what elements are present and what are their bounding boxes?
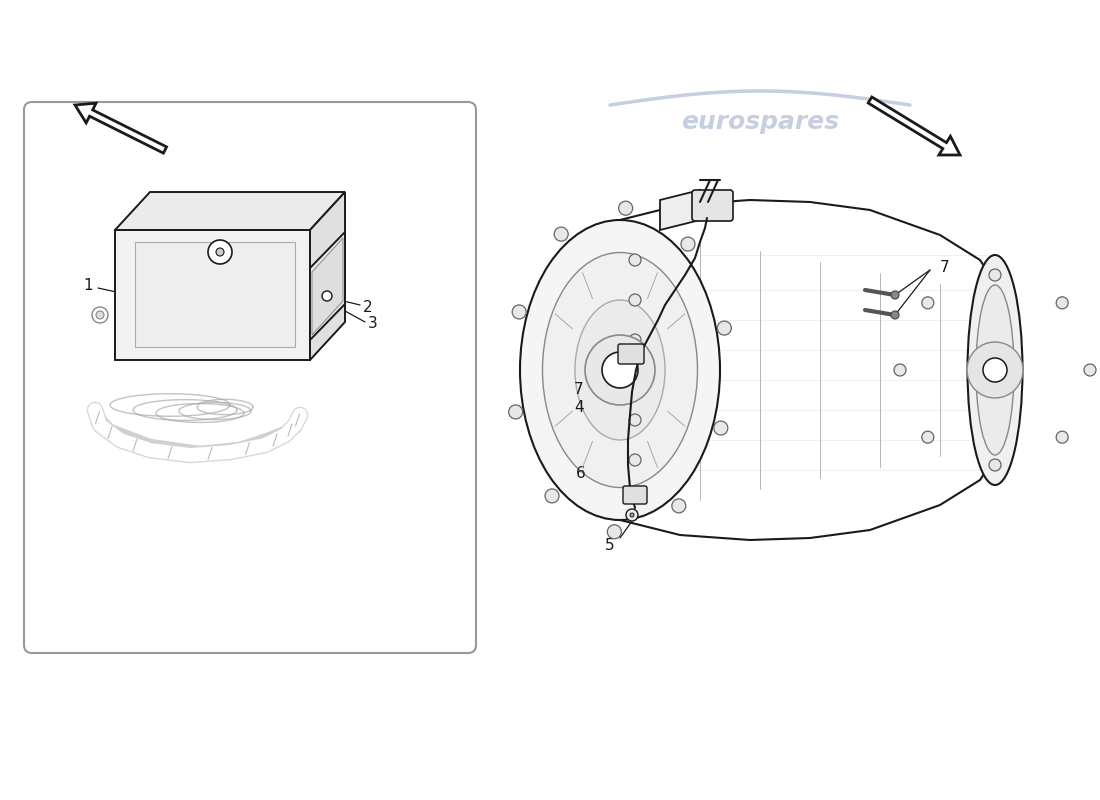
Ellipse shape [542, 253, 697, 487]
Text: 7: 7 [574, 382, 584, 398]
Circle shape [891, 311, 899, 319]
Circle shape [983, 358, 1006, 382]
Polygon shape [135, 242, 295, 347]
Circle shape [714, 421, 728, 435]
Text: eurospares: eurospares [681, 110, 839, 134]
Circle shape [607, 525, 621, 538]
Text: 1: 1 [84, 278, 92, 294]
Text: 4: 4 [574, 399, 584, 414]
Circle shape [1084, 364, 1096, 376]
Circle shape [1056, 431, 1068, 443]
Circle shape [717, 321, 732, 335]
Circle shape [629, 294, 641, 306]
Ellipse shape [968, 255, 1023, 485]
Polygon shape [116, 230, 310, 360]
Circle shape [989, 459, 1001, 471]
Circle shape [894, 364, 906, 376]
Circle shape [544, 489, 559, 503]
Circle shape [630, 513, 634, 517]
Polygon shape [310, 232, 345, 340]
Ellipse shape [520, 220, 720, 520]
Circle shape [629, 334, 641, 346]
Text: eurospares: eurospares [136, 610, 294, 634]
Polygon shape [312, 238, 343, 335]
Text: 7: 7 [940, 261, 949, 275]
Circle shape [629, 454, 641, 466]
Circle shape [554, 227, 569, 241]
FancyBboxPatch shape [618, 344, 644, 364]
Polygon shape [116, 192, 345, 230]
Circle shape [989, 269, 1001, 281]
Text: 3: 3 [368, 317, 378, 331]
Circle shape [508, 405, 522, 419]
Circle shape [216, 248, 224, 256]
Polygon shape [660, 190, 700, 230]
Text: eurospares: eurospares [170, 226, 329, 250]
Circle shape [629, 254, 641, 266]
Circle shape [92, 307, 108, 323]
Circle shape [322, 291, 332, 301]
Text: 2: 2 [363, 301, 373, 315]
Circle shape [96, 311, 104, 319]
Text: 5: 5 [605, 538, 615, 554]
Polygon shape [310, 192, 345, 360]
Circle shape [1056, 297, 1068, 309]
FancyBboxPatch shape [623, 486, 647, 504]
Circle shape [681, 237, 695, 251]
Circle shape [922, 297, 934, 309]
Circle shape [891, 291, 899, 299]
Circle shape [967, 342, 1023, 398]
FancyBboxPatch shape [24, 102, 476, 653]
Circle shape [672, 499, 685, 513]
Circle shape [629, 489, 641, 501]
FancyBboxPatch shape [692, 190, 733, 221]
Ellipse shape [976, 285, 1014, 455]
Polygon shape [75, 103, 166, 153]
Circle shape [626, 509, 638, 521]
Circle shape [208, 240, 232, 264]
Circle shape [513, 305, 526, 319]
Circle shape [585, 335, 654, 405]
Circle shape [629, 374, 641, 386]
Circle shape [922, 431, 934, 443]
Polygon shape [868, 97, 960, 155]
Ellipse shape [575, 300, 666, 440]
Circle shape [602, 352, 638, 388]
Circle shape [618, 202, 632, 215]
Text: 6: 6 [576, 466, 586, 481]
Circle shape [629, 414, 641, 426]
